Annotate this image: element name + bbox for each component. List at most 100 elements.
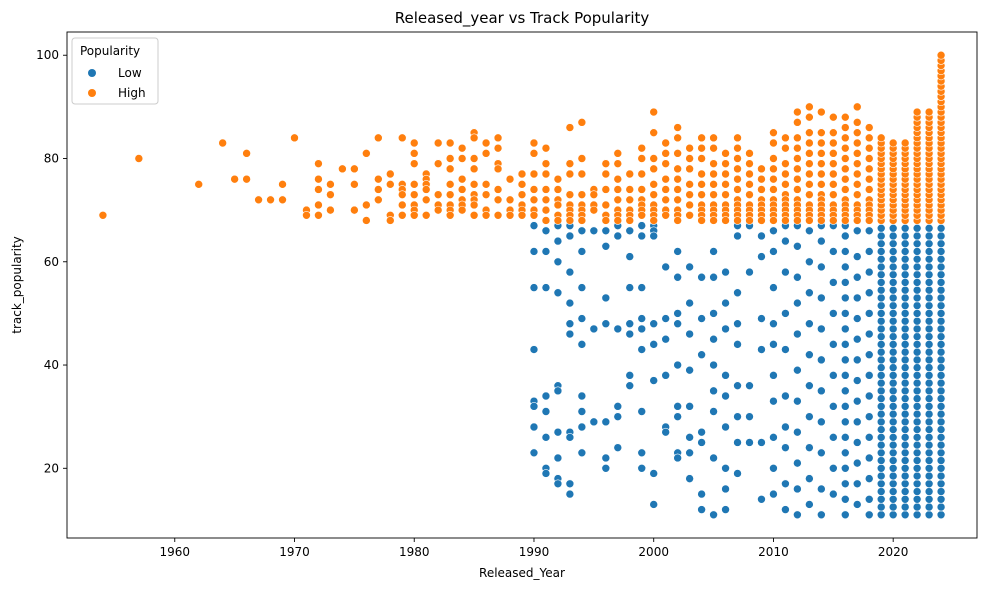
data-point-low xyxy=(553,479,563,489)
data-point-low xyxy=(817,417,826,427)
data-point-low xyxy=(900,440,910,450)
data-point-high xyxy=(553,174,563,184)
data-point-low xyxy=(553,257,563,267)
data-point-low xyxy=(876,332,886,341)
data-point-low xyxy=(601,463,611,473)
data-point-low xyxy=(912,223,922,233)
data-point-high xyxy=(397,211,407,220)
data-point-high xyxy=(745,159,754,168)
y-axis-ticks: 20 40 60 80 100 xyxy=(36,48,67,475)
data-point-low xyxy=(888,239,898,248)
data-point-high xyxy=(541,205,551,215)
data-point-high xyxy=(445,211,455,220)
data-point-low xyxy=(876,285,886,295)
data-point-low xyxy=(541,226,551,236)
data-point-low xyxy=(936,309,946,318)
data-point-low xyxy=(577,407,587,416)
data-point-low xyxy=(852,355,862,365)
data-point-high xyxy=(769,128,778,137)
data-point-low xyxy=(840,494,850,504)
data-point-high xyxy=(601,216,611,225)
data-point-high xyxy=(852,118,862,127)
data-point-low xyxy=(912,332,922,341)
data-point-low xyxy=(697,427,706,437)
data-point-low xyxy=(553,453,563,463)
data-point-high xyxy=(697,154,706,163)
data-point-low xyxy=(900,448,910,458)
data-point-low xyxy=(625,226,635,236)
data-point-high xyxy=(541,159,551,168)
data-point-low xyxy=(912,254,922,264)
data-point-low xyxy=(709,247,718,256)
data-point-high xyxy=(733,164,742,174)
data-point-low xyxy=(541,433,551,442)
data-point-low xyxy=(649,469,659,478)
data-point-low xyxy=(912,487,922,496)
data-point-low xyxy=(829,463,838,473)
data-point-low xyxy=(900,510,910,520)
data-point-high xyxy=(541,169,551,179)
data-point-low xyxy=(936,278,946,287)
data-point-high xyxy=(529,149,539,158)
data-point-low xyxy=(888,254,898,264)
data-point-low xyxy=(601,241,611,251)
data-point-low xyxy=(912,502,922,512)
data-point-low xyxy=(912,409,922,419)
data-point-high xyxy=(817,180,826,189)
x-tick-label: 2020 xyxy=(878,545,909,559)
data-point-high xyxy=(685,200,694,210)
data-point-high xyxy=(409,180,419,189)
data-point-high xyxy=(577,118,587,127)
data-point-low xyxy=(757,438,766,447)
data-point-low xyxy=(876,363,886,372)
data-point-low xyxy=(852,396,862,406)
data-point-low xyxy=(888,386,898,396)
data-point-low xyxy=(912,402,922,411)
data-point-low xyxy=(876,355,886,365)
data-point-low xyxy=(601,226,611,236)
data-point-high xyxy=(793,118,802,127)
data-point-low xyxy=(840,278,850,287)
data-point-low xyxy=(769,371,778,380)
data-point-low xyxy=(685,402,694,411)
data-point-low xyxy=(900,278,910,287)
data-point-low xyxy=(936,324,946,334)
data-point-low xyxy=(649,231,659,241)
data-point-low xyxy=(888,433,898,442)
data-point-low xyxy=(781,236,790,246)
data-point-high xyxy=(374,133,383,143)
data-point-low xyxy=(924,278,934,287)
data-point-low xyxy=(769,283,778,292)
data-point-low xyxy=(876,456,886,465)
data-point-low xyxy=(876,340,886,349)
data-point-high xyxy=(673,195,682,205)
data-point-low xyxy=(924,247,934,256)
data-point-high xyxy=(888,138,898,148)
data-point-low xyxy=(912,479,922,489)
data-point-high xyxy=(637,154,647,163)
data-point-low xyxy=(912,293,922,303)
data-point-low xyxy=(888,378,898,388)
data-point-high xyxy=(817,169,826,179)
data-point-low xyxy=(864,371,874,380)
data-point-low xyxy=(924,340,934,349)
data-point-low xyxy=(673,309,682,318)
data-point-low xyxy=(876,425,886,434)
data-point-low xyxy=(840,293,850,303)
data-point-low xyxy=(900,309,910,318)
data-point-low xyxy=(637,221,647,230)
data-point-low xyxy=(912,433,922,442)
data-point-high xyxy=(397,190,407,199)
data-point-high xyxy=(230,174,239,184)
data-point-low xyxy=(900,301,910,310)
data-point-low xyxy=(709,309,718,318)
data-point-low xyxy=(829,247,838,256)
data-point-low xyxy=(840,309,850,318)
data-point-high xyxy=(852,138,862,148)
data-point-low xyxy=(553,288,563,298)
data-point-low xyxy=(888,270,898,279)
data-point-low xyxy=(637,231,647,241)
data-point-high xyxy=(721,159,730,168)
data-point-low xyxy=(900,223,910,233)
